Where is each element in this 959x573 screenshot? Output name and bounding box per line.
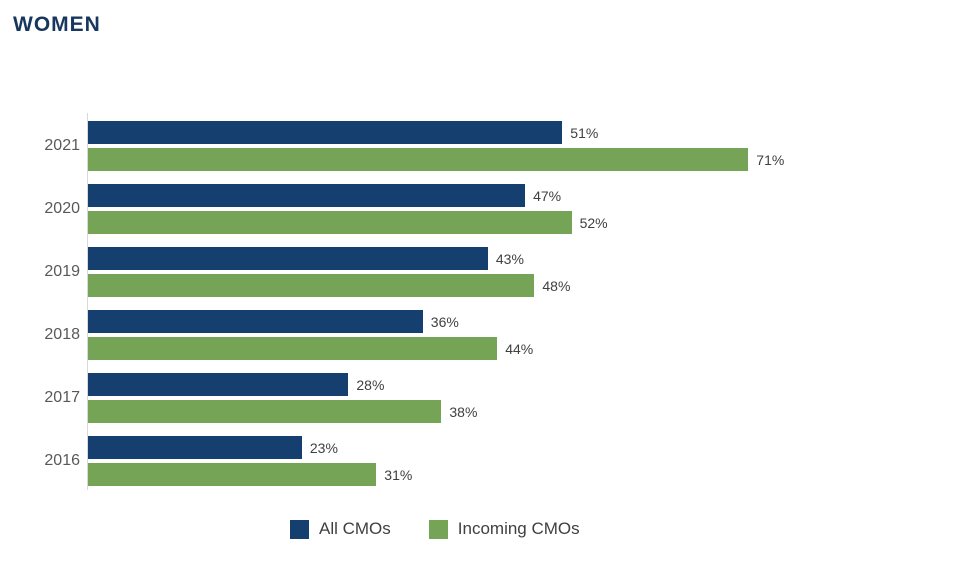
bar-all-cmos-2016 [88, 436, 302, 459]
legend-item-all-cmos: All CMOs [290, 519, 391, 539]
chart-title: WOMEN [13, 13, 101, 36]
value-label-incoming-cmos-2020: 52% [579, 214, 608, 231]
bar-all-cmos-2021 [88, 121, 563, 144]
bar-all-cmos-2020 [88, 184, 526, 207]
value-label-incoming-cmos-2019: 48% [542, 277, 571, 294]
bar-incoming-cmos-2016 [88, 463, 377, 486]
value-label-all-cmos-2019: 43% [495, 250, 524, 267]
bar-incoming-cmos-2018 [88, 337, 498, 360]
value-label-incoming-cmos-2017: 38% [449, 403, 478, 420]
category-label-2020: 2020 [44, 200, 80, 217]
legend-item-incoming-cmos: Incoming CMOs [428, 519, 580, 539]
category-label-2018: 2018 [44, 326, 80, 343]
category-label-2019: 2019 [44, 263, 80, 280]
value-label-incoming-cmos-2018: 44% [505, 340, 534, 357]
category-label-2016: 2016 [44, 452, 80, 469]
value-label-all-cmos-2021: 51% [570, 124, 599, 141]
y-axis-line [87, 113, 88, 490]
legend-swatch-incoming-cmos [428, 519, 448, 539]
bar-all-cmos-2019 [88, 247, 488, 270]
bar-all-cmos-2018 [88, 310, 423, 333]
legend: All CMOs Incoming CMOs [290, 519, 580, 539]
value-label-all-cmos-2017: 28% [356, 376, 385, 393]
value-label-all-cmos-2016: 23% [309, 439, 338, 456]
bar-incoming-cmos-2020 [88, 211, 572, 234]
legend-label-incoming-cmos: Incoming CMOs [457, 519, 580, 538]
value-label-all-cmos-2018: 36% [430, 313, 459, 330]
category-label-2021: 2021 [44, 137, 80, 154]
value-label-all-cmos-2020: 47% [533, 187, 562, 204]
bar-incoming-cmos-2019 [88, 274, 535, 297]
category-label-2017: 2017 [44, 389, 80, 406]
bar-incoming-cmos-2017 [88, 400, 442, 423]
legend-swatch-all-cmos [290, 519, 309, 539]
legend-label-all-cmos: All CMOs [319, 519, 391, 538]
bar-all-cmos-2017 [88, 373, 349, 396]
value-label-incoming-cmos-2021: 71% [756, 151, 785, 168]
value-label-incoming-cmos-2016: 31% [384, 466, 413, 483]
bar-incoming-cmos-2021 [88, 148, 749, 171]
